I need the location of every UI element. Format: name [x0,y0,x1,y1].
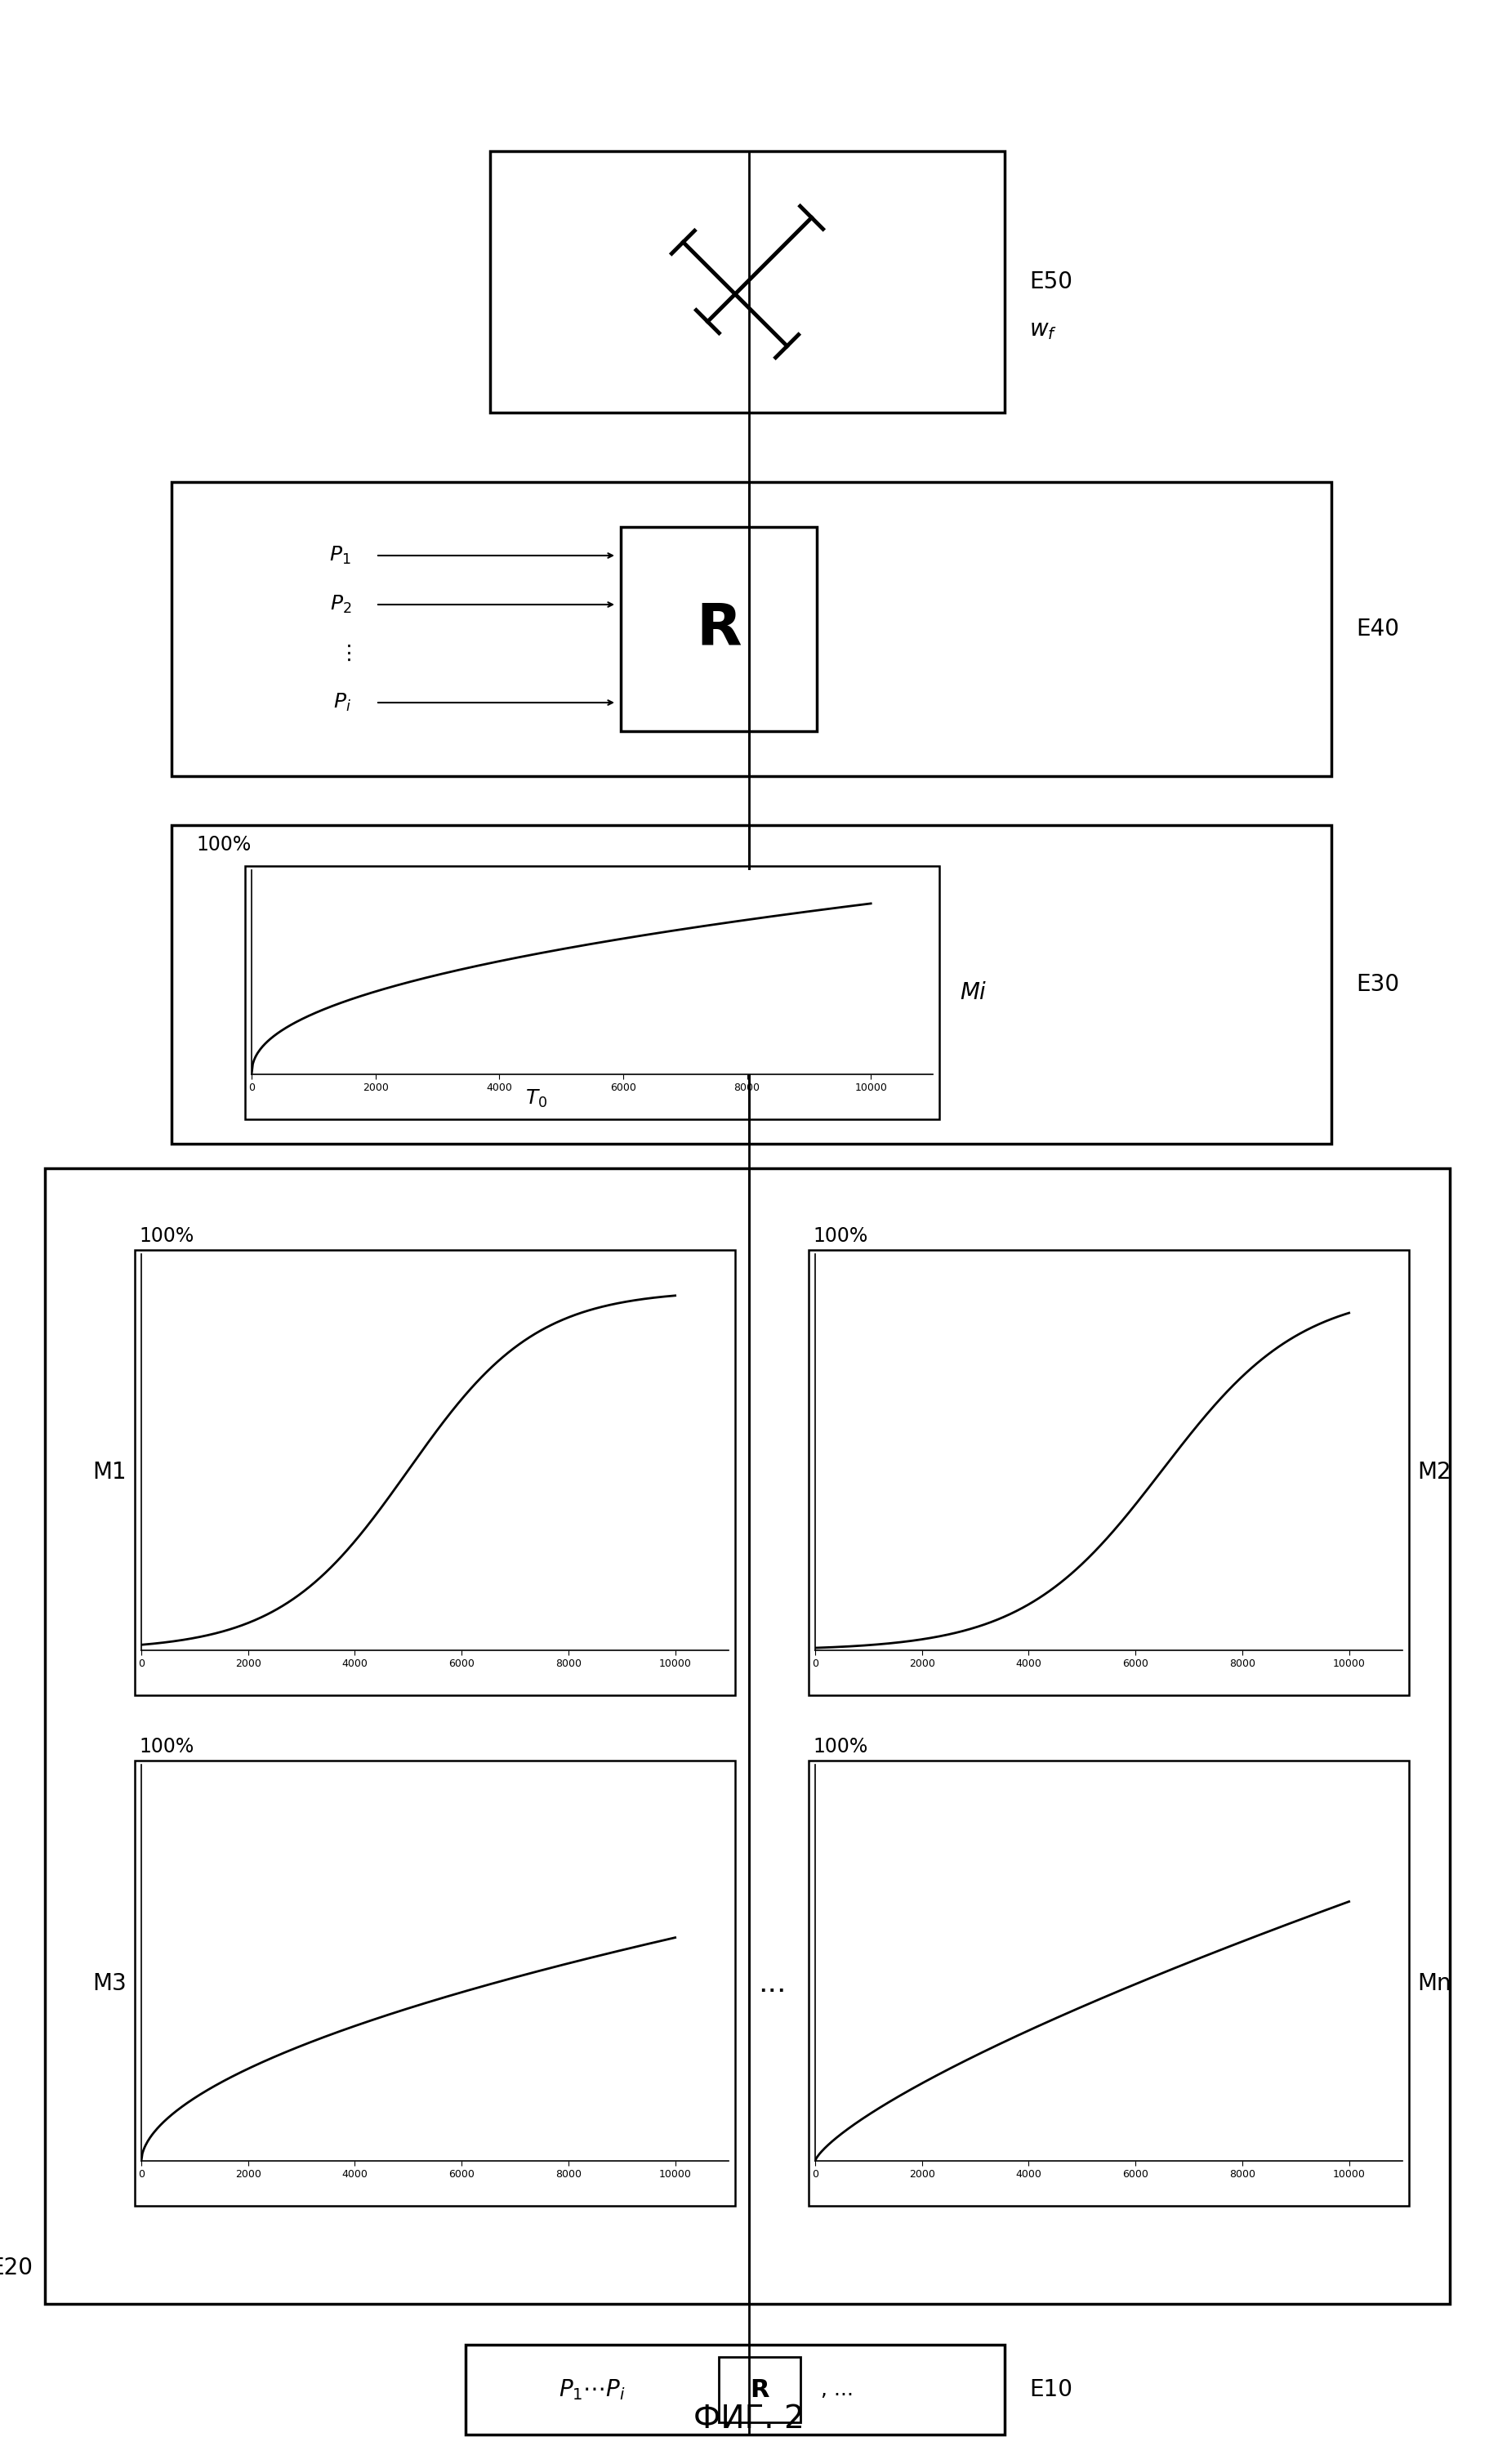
Bar [809,1762,1410,2205]
Bar [45,1168,1450,2304]
Text: Mn: Mn [1417,1971,1452,1996]
Text: $P_2$: $P_2$ [330,594,351,616]
Text: ...: ... [758,1969,786,1998]
Bar [620,527,816,732]
Text: $T_0$: $T_0$ [526,1089,548,1109]
Text: E40: E40 [1356,618,1399,641]
Text: 100%: 100% [196,835,252,855]
Bar [719,2358,800,2422]
Text: 100%: 100% [813,1737,867,1757]
Bar [490,150,1005,411]
Text: ФИГ. 2: ФИГ. 2 [694,2402,804,2434]
Text: M1: M1 [93,1461,127,1483]
Text: $P_1$: $P_1$ [330,545,351,567]
Bar [135,1762,736,2205]
Text: $P_1{\cdots}P_i$: $P_1{\cdots}P_i$ [559,2378,626,2402]
Text: M3: M3 [93,1971,127,1996]
Text: $\vdots$: $\vdots$ [339,643,351,663]
Text: , ...: , ... [821,2380,854,2400]
Text: $w_f$: $w_f$ [1029,318,1058,342]
Text: 100%: 100% [139,1737,193,1757]
Text: 100%: 100% [139,1227,193,1247]
Bar [809,1249,1410,1695]
Text: 100%: 100% [813,1227,867,1247]
Text: M2: M2 [1417,1461,1452,1483]
Bar [172,825,1332,1143]
Bar [135,1249,736,1695]
Text: $P_i$: $P_i$ [334,692,351,712]
Text: R: R [697,601,742,658]
Bar [172,483,1332,776]
Text: E10: E10 [1029,2378,1073,2400]
Text: E30: E30 [1356,973,1399,995]
Text: E50: E50 [1029,271,1073,293]
Bar [246,865,939,1119]
Text: Mi: Mi [960,981,986,1003]
Text: E20: E20 [0,2257,33,2279]
Bar [466,2346,1005,2434]
Text: R: R [750,2378,768,2402]
